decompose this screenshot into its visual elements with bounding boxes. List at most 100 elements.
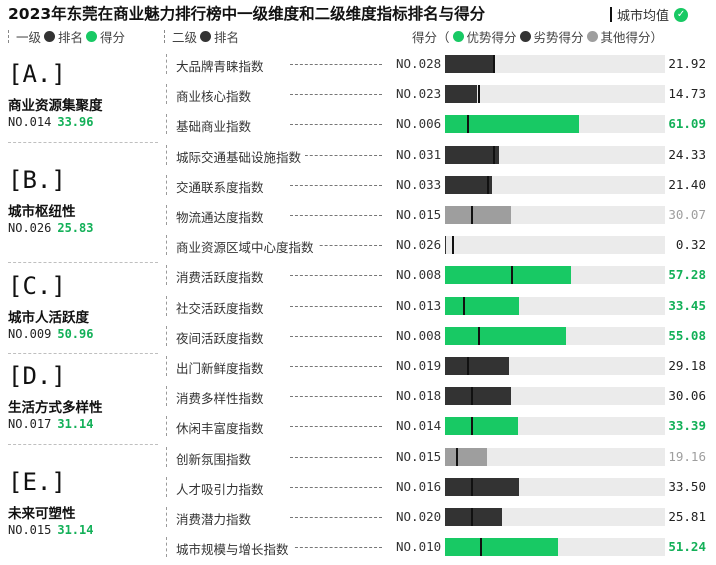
check-icon[interactable]: ✓ (674, 7, 689, 22)
city-average-marker (456, 447, 458, 466)
row-divider (166, 537, 167, 558)
row-divider (166, 265, 167, 286)
bar-track (445, 387, 665, 406)
dimension-score: 31.14 (57, 523, 94, 537)
indicator-rank: NO.013 (396, 297, 442, 313)
bracket-close: ] (51, 60, 66, 89)
bar[interactable] (445, 508, 502, 526)
chart-title: 2023年东莞在商业魅力排行榜中一级维度和二级维度指标排名与得分 (8, 5, 486, 23)
bar-track (445, 266, 665, 285)
bar[interactable] (445, 206, 512, 224)
city-average-marker (478, 326, 480, 345)
leader-line (290, 456, 382, 458)
dimension-name: 城市枢纽性 (8, 204, 76, 220)
dimension-rank: NO.009 (8, 326, 52, 341)
bar[interactable] (445, 145, 499, 164)
bar[interactable] (445, 538, 558, 557)
indicator-row: 消费活跃度指数 NO.008 57.28 (0, 260, 716, 290)
indicator-rank: NO.008 (396, 267, 442, 283)
indicator-label: 基础商业指数 (176, 116, 256, 136)
bar[interactable] (445, 326, 567, 345)
bracket-open: [ (8, 60, 23, 89)
legend-level2-label: 二级 (172, 30, 198, 45)
indicator-rank: NO.026 (396, 237, 442, 253)
dimension-rank: NO.015 (8, 523, 52, 537)
bar[interactable] (445, 85, 478, 104)
indicator-score: 33.39 (668, 418, 706, 434)
indicator-label: 城际交通基础设施指数 (176, 146, 306, 166)
leader-line (290, 335, 382, 337)
indicator-rank: NO.015 (396, 448, 442, 464)
city-average-marker (478, 85, 480, 104)
bar[interactable] (445, 55, 494, 73)
indicator-label: 创新氛围指数 (176, 448, 256, 468)
bracket-close: ] (51, 362, 66, 391)
dimension-letter: [C.] (8, 272, 66, 300)
leader-line (290, 215, 382, 216)
indicator-score: 30.06 (668, 388, 706, 404)
dimension-divider (8, 141, 158, 143)
indicator-rank: NO.016 (396, 478, 442, 494)
bar[interactable] (445, 447, 488, 466)
indicator-label: 社交活跃度指数 (176, 297, 268, 317)
bar[interactable] (445, 477, 519, 496)
leader-line (290, 124, 382, 126)
bar[interactable] (445, 296, 519, 315)
city-average-marker (480, 538, 483, 557)
dimension-letter-text: D. (22, 362, 52, 391)
row-divider (166, 295, 167, 316)
bar[interactable] (445, 115, 580, 134)
indicator-row: 夜间活跃度指数 NO.008 55.08 (0, 321, 716, 351)
bar[interactable] (445, 266, 572, 285)
indicator-score: 33.50 (668, 478, 706, 494)
bar-track (445, 206, 665, 224)
indicator-rank: NO.019 (396, 358, 442, 373)
legend-score-label: 得分 (100, 30, 126, 45)
bar-track (445, 508, 665, 526)
leader-line (290, 305, 382, 307)
indicator-label: 休闲丰富度指数 (176, 418, 268, 438)
dimension-divider (8, 443, 158, 445)
indicator-score: 25.81 (668, 509, 706, 524)
indicator-row: 休闲丰富度指数 NO.014 33.39 (0, 411, 716, 441)
indicator-score: 33.45 (668, 297, 706, 313)
legend-level1: 一级 排名 得分 (8, 27, 125, 46)
dimension-rank: NO.017 (8, 417, 52, 432)
bar-track (445, 357, 665, 375)
dimension-stat: NO.015 31.14 (8, 523, 93, 537)
indicator-label: 出门新鲜度指数 (176, 358, 268, 377)
bar[interactable] (445, 175, 493, 194)
indicator-label: 夜间活跃度指数 (176, 327, 268, 347)
indicator-rank: NO.014 (396, 418, 442, 434)
bar[interactable] (445, 236, 446, 255)
legend-other-label: 其他得分） (600, 30, 664, 45)
indicator-row: 社交活跃度指数 NO.013 33.45 (0, 291, 716, 321)
row-divider (166, 416, 167, 437)
dimension-divider (8, 262, 158, 264)
city-average-marker (462, 296, 465, 315)
city-average-marker (493, 145, 496, 164)
indicator-label: 人才吸引力指数 (176, 478, 268, 498)
bar-track (445, 175, 665, 194)
dimension-letter-text: A. (22, 60, 52, 89)
indicator-rank: NO.020 (396, 509, 442, 524)
bar-track (445, 236, 665, 255)
leader-line (290, 154, 382, 156)
city-average-marker (486, 175, 489, 194)
bar[interactable] (445, 387, 512, 406)
city-average-marker (471, 417, 474, 436)
dimension-score: 25.83 (57, 221, 94, 235)
dimension-letter: [D.] (8, 362, 66, 390)
bar[interactable] (445, 357, 510, 375)
indicator-row: 商业核心指数 NO.023 14.73 (0, 79, 716, 109)
dimension-letter: [A.] (8, 60, 66, 88)
dimension-rank: NO.026 (8, 221, 52, 235)
city-average-marker (451, 236, 454, 255)
city-average-marker (467, 357, 469, 375)
dimension-letter: [E.] (8, 468, 66, 496)
bar-track (445, 145, 665, 164)
bar[interactable] (445, 417, 519, 436)
leader-line (290, 94, 382, 96)
indicator-score: 51.24 (668, 539, 706, 555)
legend-rank2-label: 排名 (214, 30, 240, 45)
